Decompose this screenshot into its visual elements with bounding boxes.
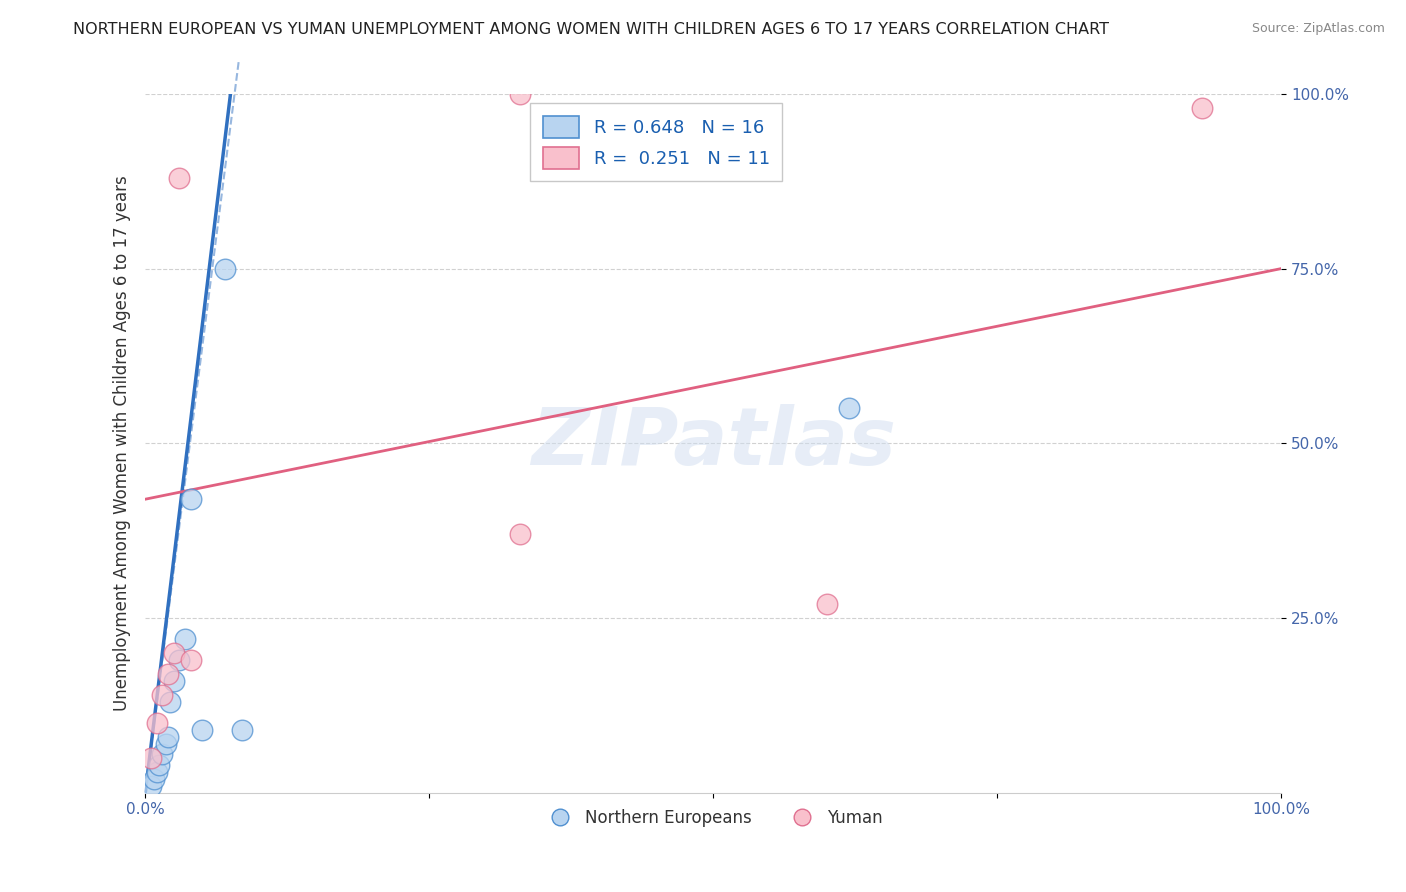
Point: [143, 772, 166, 786]
Point: [150, 747, 173, 762]
Point: [157, 666, 180, 681]
Point: [145, 764, 167, 779]
Point: [139, 779, 162, 793]
Point: [148, 757, 170, 772]
Point: [157, 730, 180, 744]
Point: [145, 715, 167, 730]
Point: [509, 527, 531, 541]
Point: [174, 632, 197, 646]
Point: [1191, 101, 1213, 115]
Point: [163, 646, 186, 660]
Y-axis label: Unemployment Among Women with Children Ages 6 to 17 years: Unemployment Among Women with Children A…: [114, 176, 131, 711]
Point: [139, 750, 162, 764]
Point: [838, 401, 860, 416]
Point: [155, 737, 177, 751]
Point: [231, 723, 253, 737]
Point: [180, 492, 202, 507]
Point: [815, 597, 838, 611]
Point: [509, 87, 531, 101]
Point: [214, 261, 236, 276]
Point: [150, 688, 173, 702]
Point: [191, 723, 214, 737]
Point: [159, 695, 181, 709]
Point: [169, 170, 191, 185]
Point: [180, 653, 202, 667]
Legend: Northern Europeans, Yuman: Northern Europeans, Yuman: [537, 802, 890, 833]
Text: ZIPatlas: ZIPatlas: [530, 404, 896, 483]
Text: Source: ZipAtlas.com: Source: ZipAtlas.com: [1251, 22, 1385, 36]
Text: NORTHERN EUROPEAN VS YUMAN UNEMPLOYMENT AMONG WOMEN WITH CHILDREN AGES 6 TO 17 Y: NORTHERN EUROPEAN VS YUMAN UNEMPLOYMENT …: [73, 22, 1108, 37]
Point: [163, 673, 186, 688]
Point: [169, 653, 191, 667]
